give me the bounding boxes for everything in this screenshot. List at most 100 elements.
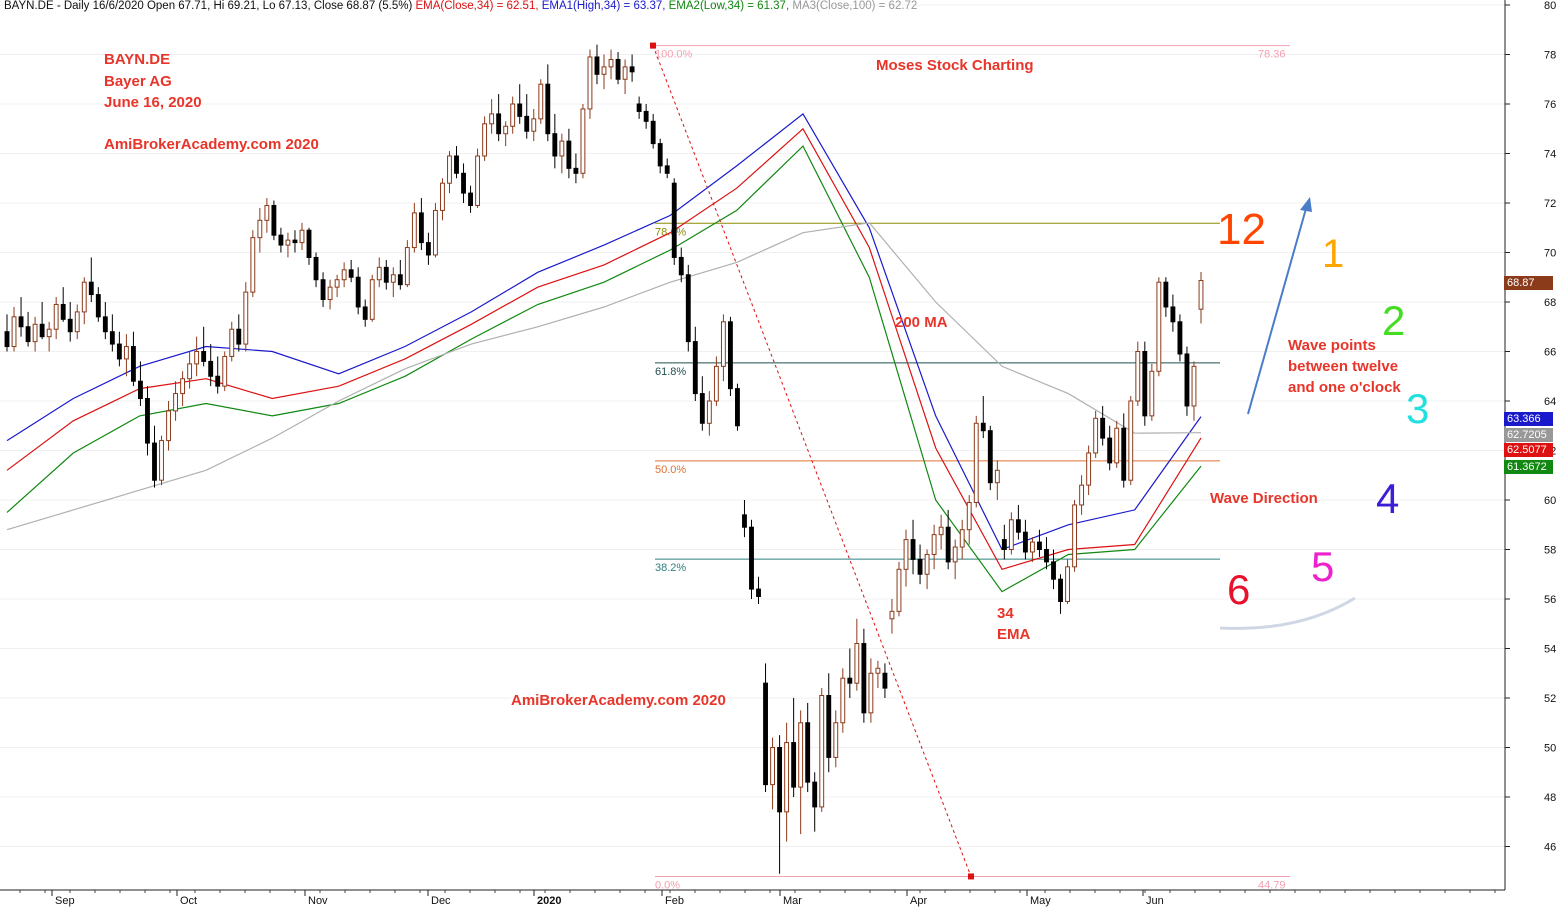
candle-body (566, 140, 572, 169)
candle-body (587, 56, 593, 110)
candle-body (868, 672, 874, 714)
candle-body (411, 212, 417, 249)
y-tick-label-76: 76 (1544, 99, 1556, 111)
fib-right-low: 44.79 (1258, 879, 1286, 891)
candle-body (187, 363, 193, 380)
y-tick-label-68: 68 (1544, 297, 1556, 309)
candle-body (440, 182, 445, 211)
candle-body (1093, 417, 1099, 454)
candle-body (1142, 351, 1148, 417)
y-tick-label-52: 52 (1544, 693, 1556, 705)
candle-body (250, 237, 256, 293)
candle-body (390, 274, 396, 283)
x-tick-label-Mar: Mar (783, 895, 802, 907)
ticker-label: BAYN.DE (104, 51, 171, 68)
fib-label-0.0%: 0.0% (655, 879, 680, 891)
candle-body (938, 526, 944, 536)
ma200-label: 200 MA (895, 314, 948, 331)
clock-arc (1219, 596, 1356, 630)
candle-body (1184, 353, 1190, 407)
candle-body (194, 351, 200, 365)
candle-body (369, 279, 375, 320)
wave-direction-arrowhead (1300, 197, 1312, 212)
y-tick-label-46: 46 (1544, 842, 1556, 854)
candle-body (594, 56, 600, 75)
candlesticks (4, 44, 1204, 874)
candle-body (397, 274, 403, 286)
candle-body (994, 469, 1000, 484)
candle-body (468, 192, 473, 206)
line-EMA2-Low-34- (6, 145, 1202, 593)
candle-body (1051, 561, 1056, 580)
candle-body (1156, 281, 1162, 372)
y-tick-label-60: 60 (1544, 495, 1556, 507)
candle-body (882, 672, 888, 689)
candle-body (552, 133, 558, 157)
header-ema: EMA(Close,34) = 62.51, (415, 0, 539, 12)
candle-body (159, 440, 164, 481)
y-tick-label-58: 58 (1544, 545, 1556, 557)
tag-ema: 62.5077 (1504, 443, 1553, 457)
candle-body (987, 430, 993, 484)
wave-direction-label: Wave Direction (1210, 490, 1318, 507)
candle-body (1001, 539, 1007, 550)
y-tick-label-74: 74 (1544, 149, 1556, 161)
candle-body (756, 588, 761, 598)
candle-body (959, 529, 965, 548)
candle-body (334, 279, 340, 288)
chart-header: BAYN.DE - Daily 16/6/2020 Open 67.71, Hi… (4, 0, 917, 12)
candle-body (418, 212, 424, 244)
candle-body (798, 722, 804, 788)
candle-body (222, 355, 228, 387)
candle-body (264, 204, 270, 221)
y-tick-label-80: 80 (1544, 0, 1556, 12)
candle-body (271, 204, 277, 236)
fib-trend-line (652, 45, 972, 877)
candle-body (826, 695, 832, 758)
candle-body (173, 393, 178, 412)
candle-body (510, 103, 516, 127)
clock-2: 2 (1382, 297, 1406, 344)
candle-body (109, 331, 115, 345)
candle-body (1135, 351, 1141, 402)
candle-body (980, 422, 986, 432)
candle-body (1044, 549, 1049, 563)
y-tick-label-70: 70 (1544, 248, 1556, 260)
date-label: June 16, 2020 (104, 94, 202, 111)
candle-body (1149, 370, 1155, 417)
tag-ema2: 61.3672 (1504, 460, 1553, 474)
candle-body (1114, 427, 1120, 464)
candle-body (285, 239, 291, 246)
candle-body (180, 378, 186, 395)
candle-body (735, 388, 740, 427)
clock-6: 6 (1227, 566, 1251, 613)
candle-body (784, 742, 790, 813)
candle-body (1030, 541, 1035, 553)
candle-body (847, 677, 853, 684)
candle-body (81, 281, 87, 313)
candle-body (749, 526, 754, 590)
candle-body (116, 343, 122, 360)
candle-body (742, 514, 747, 528)
site-label-mid: AmiBrokerAcademy.com 2020 (511, 692, 726, 709)
candle-body (292, 239, 298, 244)
candle-body (201, 351, 207, 362)
candle-body (1121, 427, 1127, 481)
candle-body (4, 331, 10, 348)
candle-body (320, 279, 326, 301)
candle-body (1107, 437, 1113, 464)
candle-body (763, 682, 768, 786)
fib-right-high: 78.36 (1258, 49, 1286, 61)
fib-trend-start (650, 42, 656, 49)
candle-body (945, 526, 951, 563)
y-tick-label-54: 54 (1544, 644, 1556, 656)
candle-body (18, 316, 24, 328)
candle-body (615, 58, 621, 80)
x-tick-label-Nov: Nov (308, 895, 328, 907)
candle-body (952, 546, 958, 563)
candle-body (404, 247, 410, 286)
candle-body (692, 341, 698, 395)
x-tick-label-Feb: Feb (665, 895, 684, 907)
